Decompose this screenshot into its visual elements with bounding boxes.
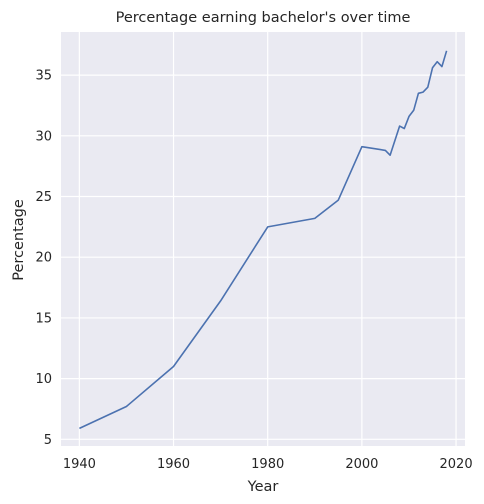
y-gridlines <box>61 74 465 440</box>
y-tick-label: 5 <box>44 433 52 448</box>
x-axis-label: Year <box>247 479 279 495</box>
y-tick-labels: 5 10 15 20 25 30 35 <box>35 69 52 448</box>
y-tick-label: 30 <box>35 129 52 144</box>
x-tick-label: 1980 <box>251 457 284 472</box>
y-tick-label: 35 <box>35 69 52 84</box>
y-tick-label: 15 <box>35 311 52 326</box>
x-tick-label: 1960 <box>157 457 190 472</box>
x-tick-labels: 1940 1960 1980 2000 2020 <box>63 457 473 472</box>
chart-title: Percentage earning bachelor's over time <box>116 10 411 26</box>
y-tick-label: 10 <box>35 372 52 387</box>
y-tick-label: 20 <box>35 251 52 266</box>
y-axis-label: Percentage <box>11 199 27 281</box>
x-tick-label: 2020 <box>440 457 473 472</box>
x-tick-label: 2000 <box>345 457 378 472</box>
series-line <box>79 50 448 430</box>
plot-background <box>61 32 465 446</box>
y-tick-label: 25 <box>35 190 52 205</box>
x-gridlines <box>78 32 457 446</box>
x-tick-label: 1940 <box>63 457 96 472</box>
